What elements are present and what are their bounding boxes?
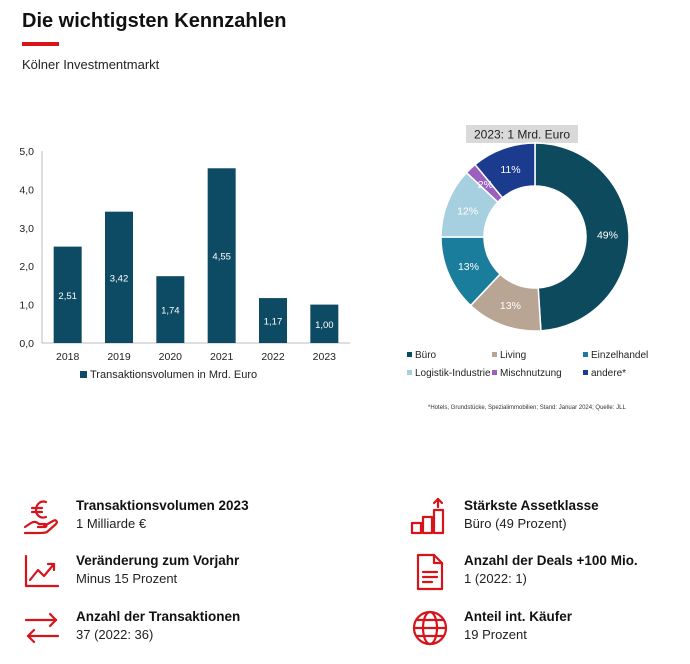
x-tick-label-2019: 2019: [107, 351, 131, 363]
donut-value-label-logistik-industrie: 12%: [457, 205, 478, 217]
bar-2021: [207, 168, 236, 343]
donut-title-box: [466, 125, 578, 143]
bar-2023: [310, 304, 339, 343]
x-tick-label-2020: 2020: [159, 351, 183, 363]
growth-bars-icon: [410, 497, 445, 535]
legend-swatch-buero: [407, 352, 412, 357]
document-icon: [416, 553, 444, 591]
kpi-kaeufer: Anteil int. Käufer 19 Prozent: [410, 608, 572, 648]
donut-value-label-living: 13%: [500, 300, 521, 312]
bar-value-label-2023: 1,00: [315, 320, 334, 331]
legend-label-buero: Büro: [415, 350, 437, 361]
y-tick-label: 5,0: [19, 146, 34, 158]
donut-value-label-mischnutzung: 2%: [478, 179, 493, 191]
bar-2019: [105, 211, 133, 343]
legend-swatch-mischnutzung: [492, 370, 497, 375]
euro-hand-icon: [23, 500, 58, 535]
kpi-label-transaktionsvolumen: Transaktionsvolumen 2023: [76, 498, 249, 513]
exchange-arrows-icon: [24, 612, 60, 644]
legend-label-logistik-industrie: Logistik-Industrie: [415, 368, 491, 379]
x-tick-label-2021: 2021: [210, 351, 234, 363]
donut-slice-buero: [534, 142, 630, 332]
y-tick-label: 1,0: [19, 300, 34, 312]
kpi-label-assetklasse: Stärkste Assetklasse: [464, 498, 599, 513]
kpi-veraenderung: Veränderung zum Vorjahr Minus 15 Prozent: [22, 552, 239, 592]
kpi-deals: Anzahl der Deals +100 Mio. 1 (2022: 1): [410, 552, 638, 592]
kpi-label-kaeufer: Anteil int. Käufer: [464, 609, 573, 624]
trend-chart-icon: [24, 554, 60, 588]
bar-2020: [156, 276, 185, 343]
asset-class-donut-chart: 2023: 1 Mrd. Euro 49% 13% 13% 12% 2% 11% Büro…: [407, 125, 648, 379]
legend-swatch-andere: [583, 370, 588, 375]
kpi-value-transaktionsvolumen: 1 Milliarde €: [76, 516, 147, 531]
donut-value-label-buero: 49%: [597, 230, 618, 242]
legend-swatch-transaktionsvolumen: [80, 371, 87, 378]
kpi-value-veraenderung: Minus 15 Prozent: [76, 571, 178, 586]
title-accent-bar: [22, 42, 59, 46]
legend-label-living: Living: [500, 350, 526, 361]
legend-swatch-einzelhandel: [583, 352, 588, 357]
bar-value-label-2018: 2,51: [58, 291, 77, 302]
y-tick-label: 3,0: [19, 223, 34, 235]
kpi-value-assetklasse: Büro (49 Prozent): [464, 516, 567, 531]
x-tick-label-2023: 2023: [313, 351, 337, 363]
page-subtitle: Kölner Investmentmarkt: [22, 57, 160, 72]
legend-label-mischnutzung: Mischnutzung: [500, 368, 562, 379]
bar-2018: [53, 246, 82, 343]
kpi-value-deals: 1 (2022: 1): [464, 571, 527, 586]
y-tick-label: 2,0: [19, 261, 34, 273]
kpi-transaktionen: Anzahl der Transaktionen 37 (2022: 36): [22, 608, 240, 648]
bar-value-label-2019: 3,42: [110, 273, 129, 284]
bar-value-label-2021: 4,55: [212, 252, 231, 263]
page-title: Die wichtigsten Kennzahlen: [22, 10, 287, 32]
donut-value-label-einzelhandel: 13%: [458, 261, 479, 273]
kpi-value-transaktionen: 37 (2022: 36): [76, 627, 154, 642]
bar-value-label-2022: 1,17: [264, 317, 283, 328]
legend-swatch-living: [492, 352, 497, 357]
bar-value-label-2020: 1,74: [161, 306, 180, 317]
legend-label-transaktionsvolumen: Transaktionsvolumen in Mrd. Euro: [90, 369, 257, 381]
kpi-transaktionsvolumen: Transaktionsvolumen 2023 1 Milliarde €: [22, 497, 249, 537]
legend-label-einzelhandel: Einzelhandel: [591, 350, 648, 361]
y-tick-label: 4,0: [19, 184, 34, 196]
legend-label-andere: andere*: [591, 368, 626, 379]
kpi-label-veraenderung: Veränderung zum Vorjahr: [76, 553, 240, 568]
y-tick-label: 0,0: [19, 338, 34, 350]
donut-title: 2023: 1 Mrd. Euro: [474, 128, 570, 142]
chart-footnote: *Hotels, Grundstücke, Spezialimmobilien;…: [428, 405, 626, 411]
bar-2022: [259, 298, 287, 343]
kpi-assetklasse: Stärkste Assetklasse Büro (49 Prozent): [410, 497, 599, 537]
donut-slice-andere: [474, 142, 536, 199]
legend-swatch-logistik-industrie: [407, 370, 412, 375]
x-tick-label-2022: 2022: [261, 351, 285, 363]
globe-icon: [412, 610, 448, 646]
kpi-label-transaktionen: Anzahl der Transaktionen: [76, 609, 241, 624]
donut-value-label-andere: 11%: [500, 164, 520, 176]
bar-legend: Transaktionsvolumen in Mrd. Euro: [80, 369, 257, 381]
transaction-volume-bar-chart: 0,0 1,0 2,0 3,0 4,0 5,0 2,51 3,42 1,74 4,55 1,17 1…: [19, 146, 350, 381]
kpi-label-deals: Anzahl der Deals +100 Mio.: [464, 553, 638, 568]
x-tick-label-2018: 2018: [56, 351, 80, 363]
kpi-value-kaeufer: 19 Prozent: [464, 627, 527, 642]
